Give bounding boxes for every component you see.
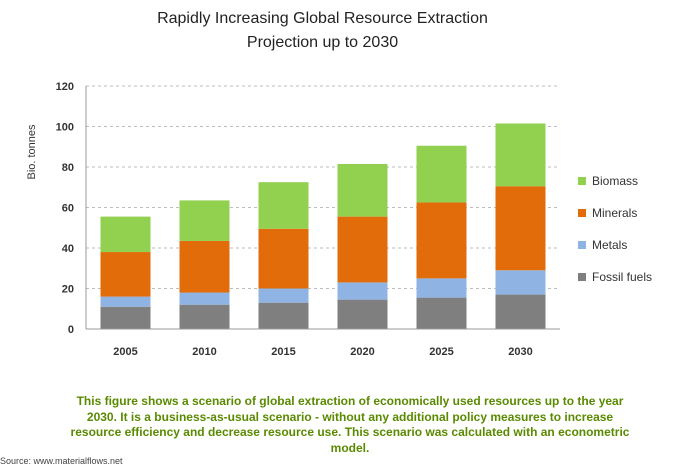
y-tick-label: 0 <box>68 324 74 336</box>
legend-label: Minerals <box>592 206 637 220</box>
bar-segment-minerals <box>337 216 388 283</box>
bar-segment-fossil-fuels <box>258 302 309 329</box>
bar-segment-metals <box>100 296 151 307</box>
bar-segment-biomass <box>495 123 546 187</box>
bar-segment-biomass <box>100 216 151 253</box>
legend-swatch <box>578 273 586 281</box>
chart-title: Rapidly Increasing Global Resource Extra… <box>157 10 488 27</box>
y-tick-label: 100 <box>56 122 74 134</box>
bar-segment-fossil-fuels <box>100 306 151 329</box>
bar-segment-biomass <box>337 163 388 217</box>
y-tick-label: 80 <box>62 162 74 174</box>
chart-subtitle: Projection up to 2030 <box>246 34 399 51</box>
bar-segment-fossil-fuels <box>179 304 230 329</box>
grid-layer <box>86 85 560 289</box>
y-tick-label: 120 <box>56 81 74 93</box>
bar-segment-minerals <box>100 252 151 297</box>
bar-segment-minerals <box>258 228 309 289</box>
x-tick-label: 2005 <box>113 346 137 358</box>
x-tick-label: 2015 <box>271 346 295 358</box>
bar-segment-metals <box>495 270 546 295</box>
legend-label: Biomass <box>592 174 638 188</box>
legend-swatch <box>578 177 586 185</box>
bar-segment-metals <box>337 282 388 300</box>
bar-segment-minerals <box>179 240 230 293</box>
bar-segment-biomass <box>258 182 309 229</box>
bars-layer <box>100 123 546 329</box>
y-tick-label: 40 <box>62 243 74 255</box>
bar-segment-metals <box>258 288 309 303</box>
legend-label: Fossil fuels <box>592 270 652 284</box>
bar-segment-minerals <box>416 202 467 279</box>
y-tick-label: 20 <box>62 284 74 296</box>
legend-label: Metals <box>592 238 627 252</box>
x-tick-label: 2010 <box>192 346 216 358</box>
axis-layer: 0 20 40 60 80 100 120 2005 2010 2015 2020 2025 2030 <box>56 81 560 358</box>
y-tick-label: 60 <box>62 203 74 215</box>
bar-segment-biomass <box>179 200 230 241</box>
x-tick-label: 2025 <box>429 346 453 358</box>
legend-swatch <box>578 209 586 217</box>
source-note: Source: www.materialflows.net <box>0 456 123 466</box>
bar-segment-fossil-fuels <box>337 299 388 329</box>
x-tick-label: 2020 <box>350 346 374 358</box>
bar-segment-metals <box>179 292 230 305</box>
bar-segment-fossil-fuels <box>495 294 546 329</box>
bar-segment-minerals <box>495 186 546 271</box>
bar-segment-metals <box>416 278 467 298</box>
figure-caption: This figure shows a scenario of global e… <box>70 394 630 455</box>
bar-segment-fossil-fuels <box>416 297 467 329</box>
bar-segment-biomass <box>416 145 467 203</box>
legend: Biomass Minerals Metals Fossil fuels <box>578 174 652 284</box>
x-tick-label: 2030 <box>508 346 532 358</box>
y-axis-label: Bio. tonnes <box>26 124 38 180</box>
legend-swatch <box>578 241 586 249</box>
